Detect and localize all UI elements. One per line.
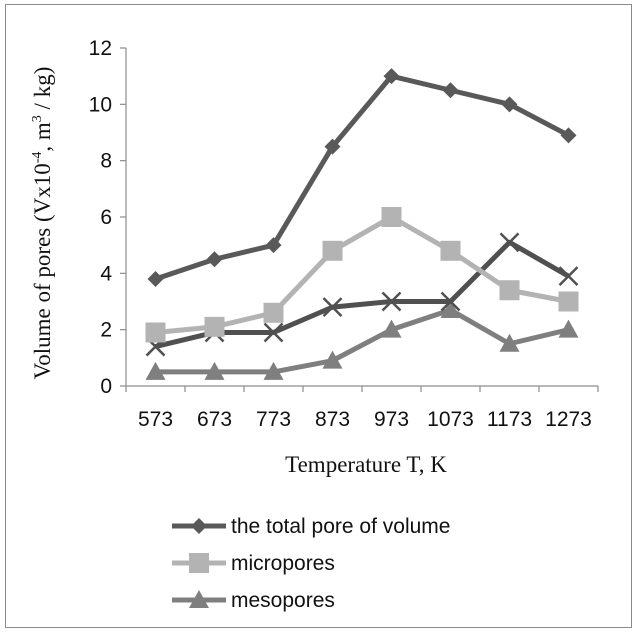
data-point — [324, 138, 341, 155]
data-point — [440, 299, 461, 318]
chart-frame: 0 2 4 6 8 10 12 573 673 773 873 973 1073 1173 1273 Tem… — [5, 4, 632, 628]
x-tick-label: 1173 — [487, 408, 532, 431]
legend-label: mesopores — [231, 589, 335, 612]
data-point — [322, 350, 343, 369]
x-tick-label: 873 — [315, 408, 350, 431]
data-point — [501, 96, 518, 113]
data-point — [381, 207, 402, 227]
line-chart: 0 2 4 6 8 10 12 573 673 773 873 973 1073 1173 1273 Tem… — [30, 37, 599, 612]
data-point — [204, 361, 225, 380]
data-point — [263, 322, 284, 343]
data-point — [204, 316, 225, 337]
data-point — [381, 319, 402, 338]
data-point — [383, 68, 400, 85]
data-point — [442, 82, 459, 99]
series-line — [155, 307, 570, 375]
data-point — [145, 322, 166, 343]
y-tick-label: 12 — [89, 37, 112, 60]
data-point — [499, 280, 520, 301]
series-line — [154, 73, 570, 282]
y-tick-label: 0 — [100, 375, 112, 398]
data-point — [263, 361, 284, 380]
x-tick-label: 1273 — [545, 408, 592, 431]
legend-item: the total pore of volume — [172, 515, 450, 538]
data-point — [189, 553, 209, 573]
data-point — [558, 319, 579, 338]
data-point — [440, 240, 461, 261]
x-tick-label: 1073 — [427, 408, 474, 431]
data-point — [322, 240, 343, 261]
x-tick-label: 573 — [138, 408, 173, 431]
legend-label: micropores — [231, 552, 335, 575]
y-axis-title: Volume of pores (Vx10-4, m3 / kg) — [30, 67, 55, 380]
data-point — [265, 237, 282, 254]
data-point — [206, 251, 223, 268]
data-point — [381, 291, 402, 312]
legend-item: micropores — [172, 552, 335, 575]
data-point — [560, 127, 577, 144]
y-tick-label: 2 — [100, 319, 112, 342]
legend-label: the total pore of volume — [231, 515, 450, 538]
data-point — [499, 232, 520, 253]
series — [145, 207, 579, 343]
data-point — [499, 333, 520, 352]
data-point — [145, 361, 166, 380]
axes: 0 2 4 6 8 10 12 573 673 773 873 973 1073 1173 1273 — [89, 37, 599, 431]
data-point — [189, 590, 209, 608]
data-point — [191, 518, 207, 534]
data-point — [440, 291, 461, 312]
data-point — [322, 297, 343, 318]
data-point — [263, 302, 284, 323]
x-tick-label: 773 — [256, 408, 291, 431]
y-tick-label: 4 — [100, 262, 112, 285]
x-axis-title: Temperature T, K — [285, 452, 447, 477]
series — [147, 68, 577, 287]
series — [145, 299, 579, 380]
data-point — [558, 291, 579, 312]
x-tick-label: 973 — [374, 408, 409, 431]
data-point — [147, 270, 164, 287]
y-tick-label: 8 — [100, 150, 112, 173]
legend: the total pore of volume micropores mesopo… — [172, 515, 450, 612]
y-tick-label: 10 — [89, 93, 112, 116]
y-tick-label: 6 — [100, 206, 112, 229]
data-point — [558, 266, 579, 287]
series-line — [155, 214, 569, 335]
legend-item: mesopores — [172, 589, 335, 612]
series-layer — [145, 68, 579, 380]
x-tick-label: 673 — [197, 408, 232, 431]
